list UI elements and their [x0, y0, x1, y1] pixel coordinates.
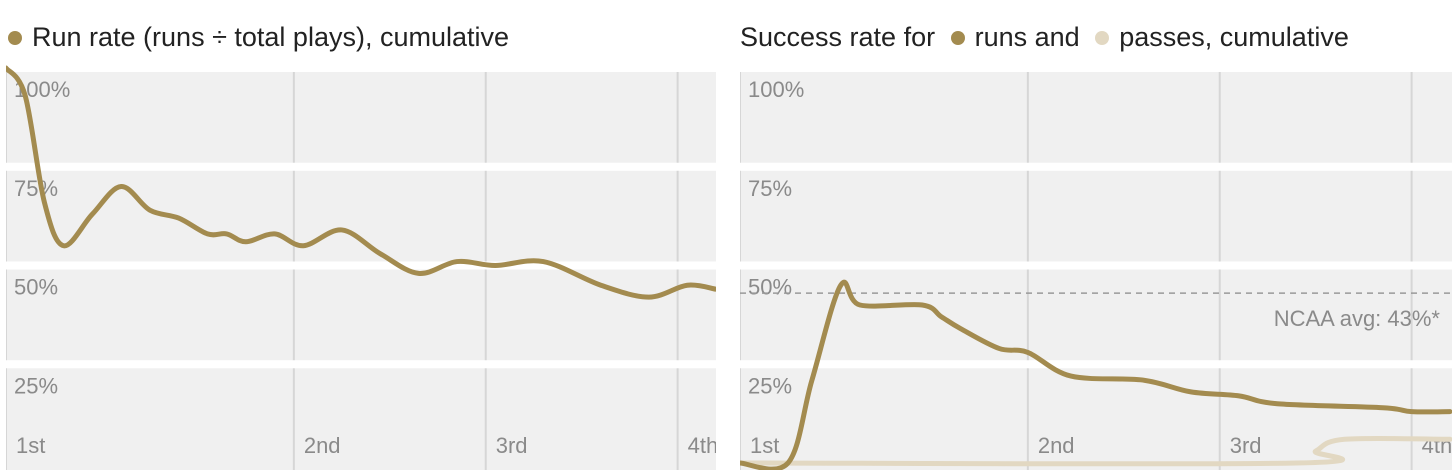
- x-tick-label: 3rd: [496, 433, 528, 458]
- y-tick-label: 25%: [14, 373, 58, 398]
- y-tick-label: 100%: [748, 77, 804, 102]
- legend-dot: [1095, 30, 1110, 45]
- x-tick-label: 4th: [688, 433, 719, 458]
- x-tick-label: 2nd: [1038, 433, 1075, 458]
- legend-label: passes: [1119, 22, 1205, 52]
- chart-title-right: Success rate for runs and passes, cumula…: [740, 22, 1349, 53]
- x-tick-label: 3rd: [1230, 433, 1262, 458]
- y-tick-label: 25%: [748, 373, 792, 398]
- title-joiner: and: [1034, 22, 1080, 52]
- chart-title: Run rate (runs ÷ total plays), cumulativ…: [32, 22, 510, 52]
- reference-label: NCAA avg: 43%*: [1274, 306, 1441, 331]
- y-tick-label: 75%: [14, 176, 58, 201]
- y-tick-label: 50%: [748, 275, 792, 300]
- y-tick-label: 75%: [748, 176, 792, 201]
- y-tick-label: 50%: [14, 275, 58, 300]
- legend-dot: [8, 30, 22, 45]
- legend-dot: [950, 30, 965, 45]
- x-tick-label: 1st: [16, 433, 45, 458]
- chart-title-left: Run rate (runs ÷ total plays), cumulativ…: [6, 22, 509, 53]
- x-tick-label: 2nd: [304, 433, 341, 458]
- chart-title: Success rate for: [740, 22, 936, 52]
- x-tick-label: 1st: [750, 433, 779, 458]
- title-suffix: , cumulative: [1204, 22, 1349, 52]
- series-line: [6, 65, 716, 300]
- series-line: [740, 279, 1452, 470]
- legend-label: runs: [974, 22, 1028, 52]
- series-line: [740, 435, 1452, 467]
